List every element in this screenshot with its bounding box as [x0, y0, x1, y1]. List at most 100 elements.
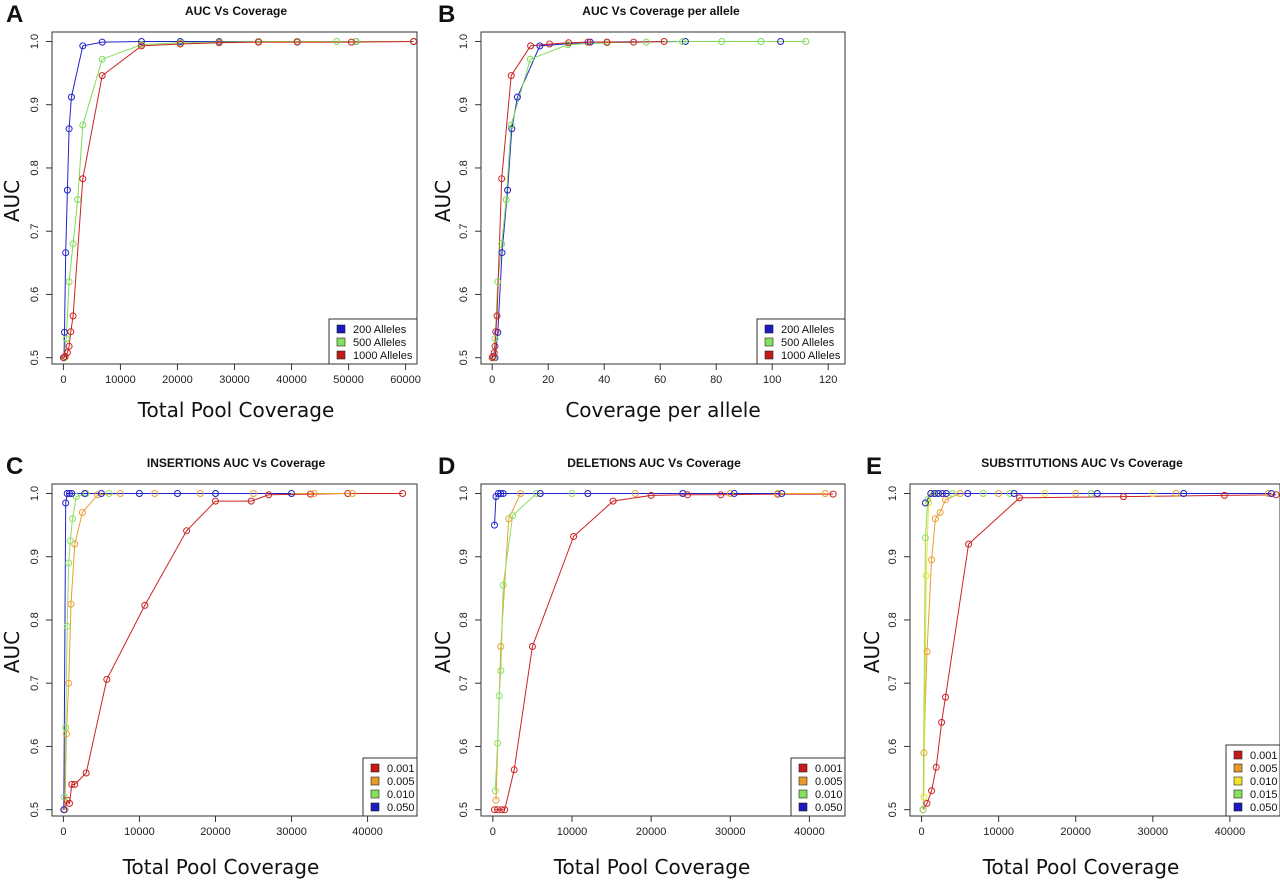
data-point — [212, 490, 219, 497]
legend-label: 1000 Alleles — [781, 350, 841, 362]
panel-e: E SUBSTITUTIONS AUC Vs Coverage AUC Tota… — [860, 453, 1280, 879]
data-point — [821, 490, 829, 497]
plot-frame — [480, 483, 846, 817]
data-point — [215, 39, 223, 47]
legend-swatch — [370, 776, 380, 786]
x-tick-label: 20000 — [162, 374, 193, 386]
x-tick-label: 20 — [542, 374, 554, 386]
x-tick-label: 120 — [819, 374, 837, 386]
data-point — [938, 490, 946, 497]
series-line — [495, 493, 826, 801]
data-point — [510, 766, 518, 774]
data-point — [65, 125, 73, 133]
data-point — [1272, 491, 1280, 499]
data-point — [69, 240, 77, 248]
data-point — [586, 38, 594, 46]
series-layer — [488, 38, 810, 362]
panel-letter: A — [6, 1, 23, 28]
data-point — [528, 643, 536, 650]
series-line — [63, 41, 414, 359]
data-point — [489, 352, 497, 360]
x-tick-label: 10000 — [557, 826, 588, 838]
series-line — [922, 494, 1277, 810]
series-line — [493, 41, 806, 358]
legend-label: 500 Alleles — [781, 337, 835, 349]
data-point — [928, 556, 936, 564]
data-point — [647, 491, 655, 499]
data-point — [344, 490, 352, 497]
panel-letter: E — [866, 453, 882, 480]
data-point — [410, 38, 417, 45]
data-point — [927, 490, 935, 497]
data-point — [501, 806, 509, 814]
data-point — [69, 312, 77, 320]
legend-swatch — [336, 337, 346, 347]
data-point — [293, 38, 301, 46]
plot-frame — [51, 483, 418, 817]
data-point — [348, 490, 356, 497]
y-tick-label: 0.8 — [458, 160, 470, 175]
chart-title: AUC Vs Coverage — [185, 4, 287, 18]
data-point — [1268, 490, 1275, 497]
data-point — [79, 42, 87, 50]
legend-label: 0.005 — [387, 776, 415, 788]
x-tick-label: 40000 — [276, 374, 307, 386]
legend-swatch — [764, 350, 774, 360]
y-tick-label: 0.9 — [29, 97, 41, 112]
data-point — [495, 692, 503, 700]
data-point — [1006, 490, 1014, 497]
data-point — [942, 490, 950, 497]
chart-title: INSERTIONS AUC Vs Coverage — [147, 456, 326, 470]
x-tick-label: 0 — [60, 374, 66, 386]
data-point — [498, 175, 506, 183]
plot-frame — [51, 31, 418, 365]
data-point — [964, 490, 972, 497]
legend-label: 0.050 — [815, 802, 843, 814]
data-point — [936, 509, 944, 516]
legend-label: 0.005 — [1250, 763, 1278, 775]
data-point — [98, 72, 106, 80]
data-point — [684, 491, 691, 499]
y-tick-label: 0.6 — [29, 287, 41, 302]
data-point — [82, 769, 90, 777]
data-point — [504, 186, 512, 194]
data-point — [497, 490, 505, 497]
data-point — [103, 675, 111, 683]
data-point — [660, 38, 668, 45]
data-point — [928, 787, 936, 795]
data-point — [1120, 493, 1127, 501]
legend-swatch — [1233, 750, 1243, 760]
data-point — [681, 38, 689, 45]
data-point — [726, 490, 734, 497]
data-point — [570, 533, 578, 540]
legend-swatch — [370, 763, 380, 773]
data-point — [151, 490, 159, 497]
data-point — [333, 38, 341, 45]
y-tick-label: 0.6 — [458, 739, 470, 754]
data-point — [66, 537, 74, 545]
data-point — [631, 490, 639, 497]
data-point — [212, 497, 219, 505]
x-tick-label: 60 — [654, 374, 666, 386]
y-tick-label: 1.0 — [29, 34, 41, 49]
data-point — [979, 490, 987, 497]
data-point — [67, 600, 75, 608]
series-layer — [491, 490, 837, 814]
data-point — [1093, 490, 1101, 497]
y-tick-label: 0.9 — [887, 549, 899, 564]
y-tick-label: 0.8 — [29, 612, 41, 627]
data-point — [67, 93, 75, 101]
y-tick-label: 0.5 — [458, 802, 470, 817]
y-tick-label: 0.6 — [29, 739, 41, 754]
series-line — [491, 41, 665, 358]
plot-frame — [480, 31, 846, 365]
data-point — [62, 249, 70, 257]
data-point — [536, 42, 544, 50]
data-point — [642, 38, 650, 46]
series-line — [63, 493, 292, 810]
data-point — [347, 38, 355, 46]
data-point — [60, 806, 68, 814]
data-point — [956, 490, 964, 497]
x-tick-label: 0 — [60, 826, 66, 838]
